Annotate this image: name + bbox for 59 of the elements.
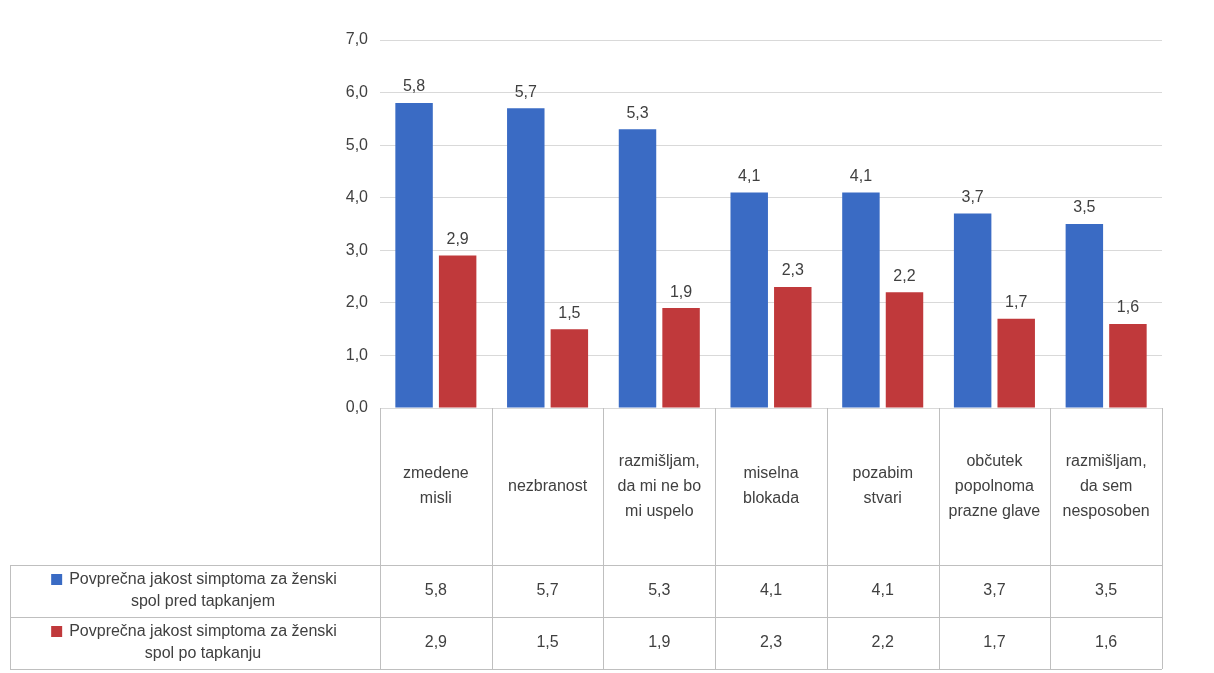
data-label: 4,1 bbox=[759, 581, 783, 599]
y-tick-label: 0,0 bbox=[345, 398, 369, 416]
data-label: 1,5 bbox=[536, 633, 559, 651]
y-tick-label: 6,0 bbox=[345, 82, 369, 100]
y-tick-label: 3,0 bbox=[345, 240, 369, 258]
y-tick-label: 4,0 bbox=[345, 188, 369, 206]
bar bbox=[438, 255, 477, 408]
y-tick-label: 2,0 bbox=[345, 293, 369, 311]
y-tick-label: 5,0 bbox=[345, 135, 369, 153]
x-tick-label: nezbranost bbox=[507, 476, 588, 494]
x-tick-label: miselna blokada bbox=[742, 464, 800, 507]
data-label: 5,3 bbox=[648, 581, 671, 599]
bar bbox=[618, 129, 657, 408]
data-label: 2,9 bbox=[424, 633, 448, 651]
bar bbox=[885, 292, 924, 408]
text: 2,3 bbox=[781, 261, 804, 279]
text: 4,1 bbox=[738, 166, 761, 184]
bar bbox=[730, 192, 768, 408]
data-label: 1,7 bbox=[983, 633, 1006, 651]
text: 1,9 bbox=[669, 282, 693, 300]
bar bbox=[842, 192, 880, 408]
text: 5,7 bbox=[514, 82, 537, 100]
text: 3,7 bbox=[961, 187, 984, 205]
text: 1,7 bbox=[1005, 293, 1028, 311]
bar bbox=[1109, 323, 1147, 408]
bar bbox=[774, 287, 812, 408]
data-label: 4,1 bbox=[871, 581, 894, 599]
data-label: 2,2 bbox=[871, 633, 894, 651]
data-label: 1,9 bbox=[648, 633, 671, 651]
text: 1,5 bbox=[558, 303, 581, 321]
legend-label: Povprečna jakost simptoma za ženski spol pred tapkanjem bbox=[69, 570, 337, 610]
x-tick-label: občutek popolnoma prazne glave bbox=[948, 451, 1041, 519]
data-label: 5,8 bbox=[424, 581, 448, 599]
text: 2,9 bbox=[446, 229, 469, 247]
data-label: 5,7 bbox=[536, 581, 559, 599]
legend-label: Povprečna jakost simptoma za ženski spol po tapkanju bbox=[69, 622, 337, 662]
bar bbox=[395, 103, 433, 408]
text: 5,3 bbox=[626, 103, 649, 121]
bar bbox=[662, 308, 700, 408]
x-tick-label: zmedene misli bbox=[402, 464, 469, 507]
data-label: 3,7 bbox=[983, 581, 1006, 599]
y-tick-label: 1,0 bbox=[345, 345, 369, 363]
x-tick-label: pozabim stvari bbox=[852, 464, 913, 507]
bar bbox=[997, 318, 1035, 408]
text: 3,5 bbox=[1073, 198, 1096, 216]
text: 4,1 bbox=[849, 166, 873, 184]
data-label: 3,5 bbox=[1095, 581, 1118, 599]
x-tick-label: razmišljam, da sem nesposoben bbox=[1062, 451, 1150, 519]
bar bbox=[953, 213, 992, 408]
x-tick-label: razmišljam, da mi ne bo mi uspelo bbox=[617, 451, 702, 519]
text: 2,2 bbox=[893, 266, 916, 284]
data-label: 1,6 bbox=[1095, 633, 1118, 651]
data-label: 2,3 bbox=[759, 633, 783, 651]
text: 1,6 bbox=[1116, 298, 1140, 316]
bar bbox=[550, 329, 589, 408]
text: 5,8 bbox=[402, 77, 426, 95]
y-tick-label: 7,0 bbox=[345, 30, 369, 48]
bar bbox=[1065, 224, 1104, 408]
bar bbox=[507, 108, 545, 408]
